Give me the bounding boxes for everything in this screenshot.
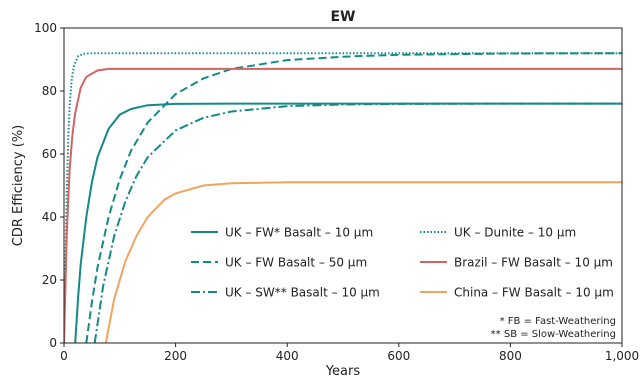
series-line-6	[104, 181, 622, 343]
y-tick-label: 60	[42, 147, 57, 161]
legend: UK – FW* Basalt – 10 µm UK – Dunite – 10 …	[191, 226, 614, 300]
series-line-2	[64, 52, 622, 343]
legend-label: UK – SW** Basalt – 10 µm	[225, 286, 380, 300]
x-tick-label: 600	[387, 349, 410, 363]
x-tick-label: 400	[276, 349, 299, 363]
y-tick-label: 20	[42, 273, 57, 287]
series-line-4	[64, 67, 622, 343]
footnote-slow-weathering: ** SB = Slow-Weathering	[491, 329, 616, 340]
legend-label: UK – Dunite – 10 µm	[454, 226, 576, 240]
series-line-3	[85, 52, 622, 343]
x-tick-label: 1,000	[605, 349, 639, 363]
x-tick-label: 0	[60, 349, 68, 363]
y-tick-label: 80	[42, 84, 57, 98]
plot-frame	[63, 27, 623, 344]
y-tick-label: 0	[49, 336, 57, 350]
y-axis-label: CDR Efficiency (%)	[11, 125, 26, 247]
y-tick-label: 40	[42, 210, 57, 224]
y-tick-label: 100	[34, 21, 57, 35]
x-tick-label: 200	[164, 349, 187, 363]
footnote-fast-weathering: * FB = Fast-Weathering	[500, 316, 616, 327]
series-lines	[64, 52, 622, 343]
series-line-5	[93, 102, 622, 343]
x-axis-label: Years	[325, 364, 361, 379]
legend-label: UK – FW* Basalt – 10 µm	[225, 226, 373, 240]
x-tick-label: 800	[499, 349, 522, 363]
legend-label: Brazil – FW Basalt – 10 µm	[454, 256, 613, 270]
axis-ticks: 0 200 400 600 800 1,000 0 20 40 60 80 100	[34, 21, 639, 363]
series-line-1	[74, 102, 622, 343]
legend-label: China – FW Basalt – 10 µm	[454, 286, 614, 300]
legend-label: UK – FW Basalt – 50 µm	[225, 256, 367, 270]
chart-title: EW	[330, 9, 355, 25]
